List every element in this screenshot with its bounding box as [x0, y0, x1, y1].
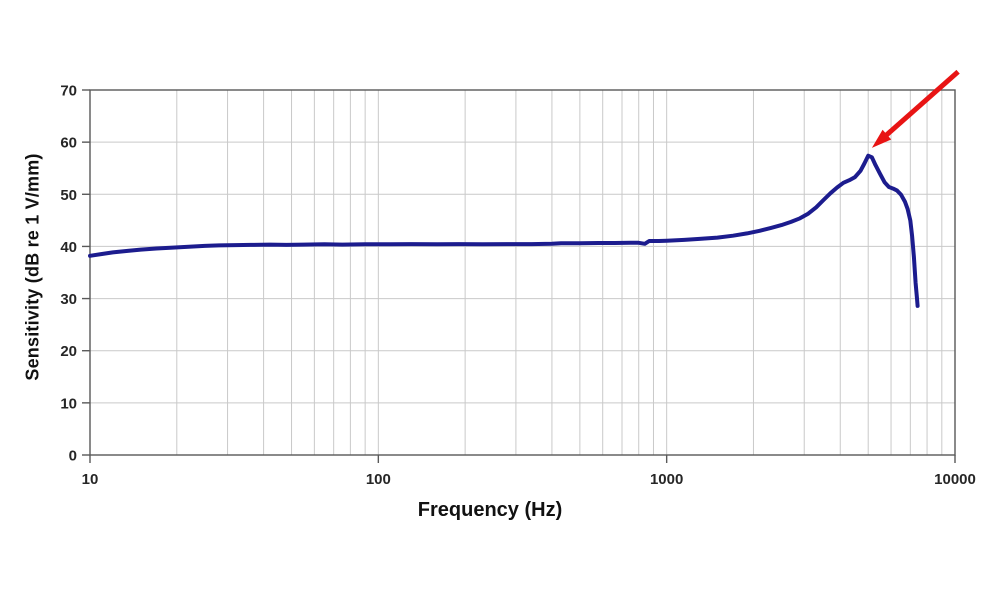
y-tick-label: 60: [60, 135, 77, 152]
y-axis-title: Sensitivity (dB re 1 V/mm): [22, 153, 43, 381]
y-tick-label: 70: [60, 83, 77, 100]
sensitivity-curve: [88, 153, 920, 308]
x-tick-label: 10: [82, 471, 99, 488]
y-tick-label: 20: [60, 343, 77, 360]
y-tick-label: 50: [60, 187, 77, 204]
y-tick-label: 0: [69, 448, 77, 465]
x-tick-label: 10000: [934, 471, 976, 488]
y-tick-label: 30: [60, 291, 77, 308]
y-tick-label: 40: [60, 239, 77, 256]
annotation-arrow-shaft: [880, 69, 960, 141]
x-axis-title: Frequency (Hz): [417, 499, 563, 521]
plot-border: [89, 89, 956, 456]
y-tick-label: 10: [60, 395, 77, 412]
annotation-arrow-head: [871, 129, 892, 148]
x-tick-label: 1000: [650, 471, 683, 488]
x-tick-label: 100: [366, 471, 391, 488]
